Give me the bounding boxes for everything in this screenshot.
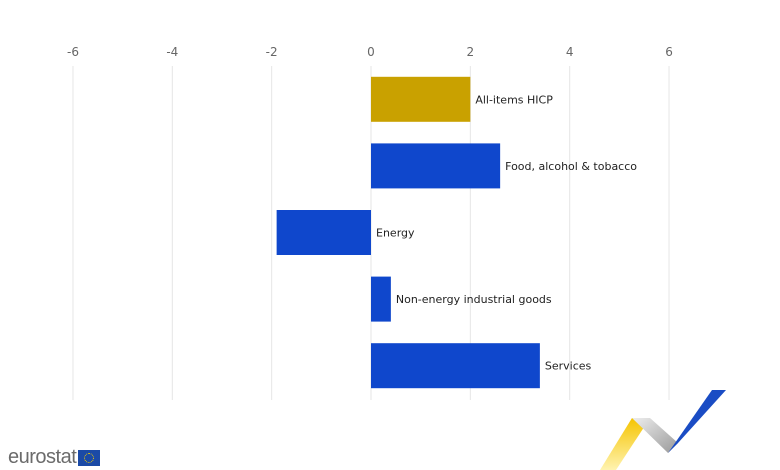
bar-1 xyxy=(371,143,501,189)
logo-text: eurostat xyxy=(8,446,77,468)
bar-label: Services xyxy=(545,360,592,373)
x-tick-label: 2 xyxy=(467,45,475,59)
x-tick-label: 4 xyxy=(566,45,574,59)
bar-4 xyxy=(371,343,540,389)
bar-label: Energy xyxy=(376,227,415,240)
bar-label: Non-energy industrial goods xyxy=(396,293,552,306)
bar-label: Food, alcohol & tobacco xyxy=(505,160,637,173)
eurostat-logo: eurostat xyxy=(8,446,101,469)
decorative-swoosh-icon xyxy=(600,390,726,470)
bar-label: All-items HICP xyxy=(475,93,553,106)
x-tick-label: -4 xyxy=(166,45,178,59)
bar-3 xyxy=(371,276,391,322)
x-tick-label: -2 xyxy=(266,45,278,59)
eu-flag-icon xyxy=(78,449,101,466)
x-tick-label: -6 xyxy=(67,45,79,59)
bar-0 xyxy=(371,76,471,122)
x-tick-label: 0 xyxy=(367,45,375,59)
bar-2 xyxy=(276,210,371,255)
x-tick-label: 6 xyxy=(665,45,673,59)
